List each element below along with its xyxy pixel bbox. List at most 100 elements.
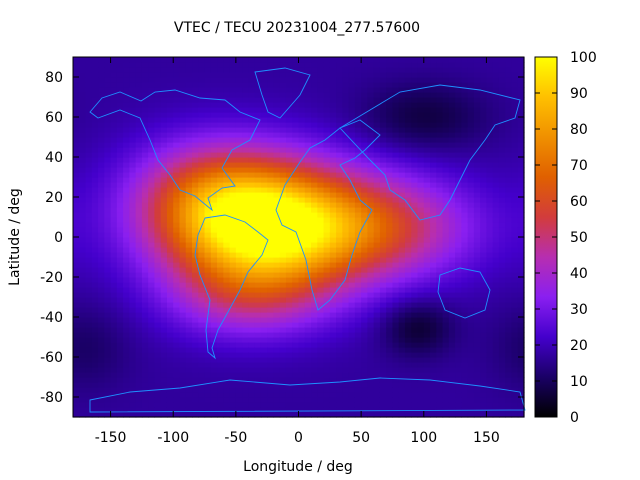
heatmap-cell xyxy=(423,122,431,128)
heatmap-cell xyxy=(91,207,99,213)
heatmap-cell xyxy=(342,397,350,403)
heatmap-cell xyxy=(354,192,362,198)
heatmap-cell xyxy=(198,167,206,173)
heatmap-cell xyxy=(210,142,218,148)
heatmap-cell xyxy=(304,132,312,138)
heatmap-cell xyxy=(285,162,293,168)
heatmap-cell xyxy=(160,322,168,328)
heatmap-cell xyxy=(492,317,500,323)
heatmap-cell xyxy=(361,317,368,323)
heatmap-cell xyxy=(392,337,400,343)
heatmap-cell xyxy=(179,67,187,73)
heatmap-cell xyxy=(336,377,343,383)
heatmap-cell xyxy=(129,337,137,343)
heatmap-cell xyxy=(398,267,406,273)
heatmap-cell xyxy=(361,67,368,73)
heatmap-cell xyxy=(129,302,137,308)
heatmap-cell xyxy=(379,222,387,228)
heatmap-cell xyxy=(160,292,168,298)
heatmap-cell xyxy=(480,147,488,153)
heatmap-cell xyxy=(185,332,193,338)
heatmap-cell xyxy=(104,277,112,283)
heatmap-cell xyxy=(480,292,488,298)
heatmap-cell xyxy=(73,332,80,338)
heatmap-cell xyxy=(129,177,137,183)
heatmap-cell xyxy=(154,57,162,63)
heatmap-cell xyxy=(267,92,275,98)
heatmap-cell xyxy=(179,387,187,393)
heatmap-cell xyxy=(348,302,356,308)
heatmap-cell xyxy=(79,197,87,203)
heatmap-cell xyxy=(223,112,231,118)
heatmap-cell xyxy=(323,327,331,333)
heatmap-cell xyxy=(148,407,156,413)
heatmap-cell xyxy=(242,82,249,88)
heatmap-cell xyxy=(85,382,93,388)
heatmap-cell xyxy=(185,97,193,103)
heatmap-cell xyxy=(336,222,343,228)
heatmap-cell xyxy=(154,67,162,73)
heatmap-cell xyxy=(473,67,481,73)
heatmap-cell xyxy=(486,167,494,173)
heatmap-cell xyxy=(148,332,156,338)
heatmap-cell xyxy=(279,307,287,313)
heatmap-cell xyxy=(160,242,168,248)
heatmap-cell xyxy=(392,77,400,83)
heatmap-cell xyxy=(116,367,124,373)
heatmap-cell xyxy=(242,177,249,183)
heatmap-cell xyxy=(279,302,287,308)
heatmap-cell xyxy=(461,267,469,273)
heatmap-cell xyxy=(192,232,199,238)
heatmap-cell xyxy=(498,227,506,233)
heatmap-cell xyxy=(104,252,112,258)
heatmap-cell xyxy=(417,152,425,158)
heatmap-cell xyxy=(492,137,500,143)
heatmap-cell xyxy=(79,222,87,228)
heatmap-cell xyxy=(254,302,262,308)
heatmap-cell xyxy=(392,67,400,73)
heatmap-cell xyxy=(342,252,350,258)
heatmap-cell xyxy=(361,167,368,173)
heatmap-cell xyxy=(398,97,406,103)
heatmap-cell xyxy=(160,367,168,373)
heatmap-cell xyxy=(248,72,256,78)
heatmap-cell xyxy=(116,382,124,388)
heatmap-cell xyxy=(104,377,112,383)
heatmap-cell xyxy=(442,192,450,198)
heatmap-cell xyxy=(154,272,162,278)
heatmap-cell xyxy=(304,282,312,288)
heatmap-cell xyxy=(279,262,287,268)
heatmap-cell xyxy=(135,82,143,88)
heatmap-cell xyxy=(367,407,375,413)
heatmap-cell xyxy=(285,117,293,123)
heatmap-cell xyxy=(79,117,87,123)
heatmap-cell xyxy=(336,142,343,148)
heatmap-cell xyxy=(417,362,425,368)
heatmap-cell xyxy=(467,192,475,198)
heatmap-cell xyxy=(98,207,105,213)
heatmap-cell xyxy=(417,387,425,393)
heatmap-cell xyxy=(467,207,475,213)
heatmap-cell xyxy=(242,302,249,308)
heatmap-cell xyxy=(404,367,412,373)
heatmap-cell xyxy=(85,117,93,123)
heatmap-cell xyxy=(473,197,481,203)
heatmap-cell xyxy=(404,147,412,153)
heatmap-cell xyxy=(492,132,500,138)
heatmap-cell xyxy=(392,327,400,333)
heatmap-cell xyxy=(317,272,325,278)
heatmap-cell xyxy=(223,217,231,223)
heatmap-cell xyxy=(85,237,93,243)
heatmap-cell xyxy=(154,92,162,98)
heatmap-cell xyxy=(292,177,300,183)
heatmap-cell xyxy=(229,122,237,128)
heatmap-cell xyxy=(148,72,156,78)
heatmap-cell xyxy=(505,272,513,278)
heatmap-cell xyxy=(279,337,287,343)
heatmap-cell xyxy=(210,77,218,83)
heatmap-cell xyxy=(273,407,281,413)
heatmap-cell xyxy=(342,147,350,153)
heatmap-cell xyxy=(116,97,124,103)
heatmap-cell xyxy=(91,122,99,128)
heatmap-cell xyxy=(448,262,456,268)
